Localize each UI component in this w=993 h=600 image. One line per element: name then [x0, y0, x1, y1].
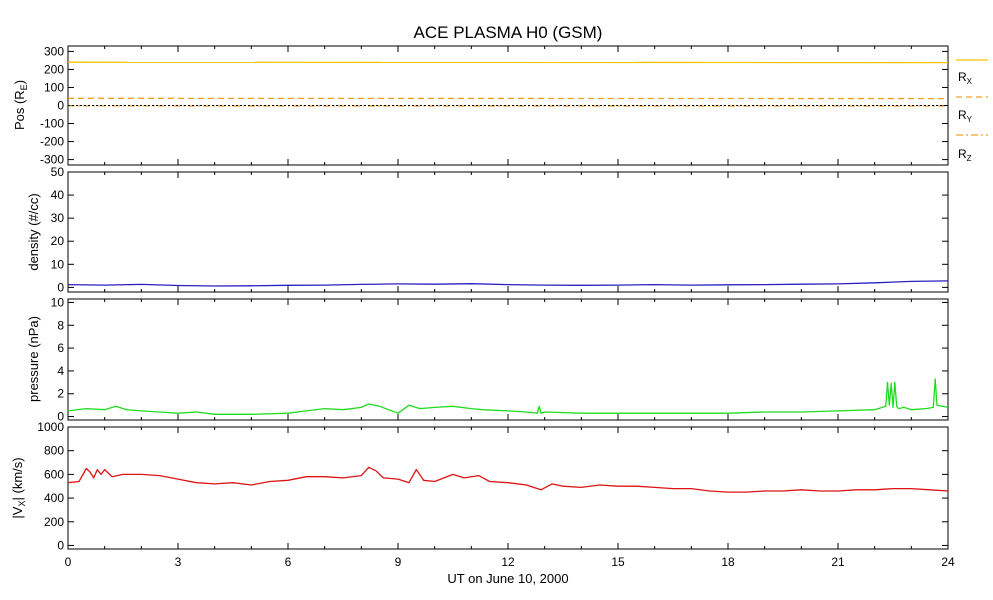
position-ytick-label: 0 — [57, 99, 64, 113]
velocity-series-0 — [67, 466, 949, 493]
pressure-panel-frame — [67, 298, 949, 421]
position-ytick-label: -100 — [40, 117, 64, 131]
pressure-ytick-label: 0 — [57, 410, 64, 424]
pressure-ytick-label: 6 — [57, 341, 64, 355]
velocity-ytick-label: 800 — [44, 444, 64, 458]
position-ytick-label: 200 — [44, 62, 64, 76]
density-ytick-label: 0 — [57, 280, 64, 294]
xtick-label: 15 — [611, 555, 625, 569]
legend-rz-label: RZ — [958, 147, 972, 163]
density-ytick-label: 20 — [51, 234, 65, 248]
legend-rx-label: RX — [958, 70, 973, 86]
tick-labels: -300-200-1000100200300010203040500246810… — [37, 44, 955, 569]
density-ytick-label: 10 — [51, 257, 65, 271]
pressure-ytick-label: 4 — [57, 364, 64, 378]
x-axis-label: UT on June 10, 2000 — [447, 571, 568, 586]
xtick-label: 3 — [175, 555, 182, 569]
pressure-ytick-label: 8 — [57, 318, 64, 332]
axis-ticks — [67, 46, 949, 549]
xtick-label: 24 — [941, 555, 955, 569]
velocity-ytick-label: 200 — [44, 515, 64, 529]
density-ylabel: density (#/cc) — [26, 193, 41, 270]
xtick-label: 18 — [721, 555, 735, 569]
data-series — [67, 61, 949, 493]
pressure-ylabel: pressure (nPa) — [26, 316, 41, 402]
position-ytick-label: -200 — [40, 135, 64, 149]
velocity-ytick-label: 0 — [57, 538, 64, 552]
density-ytick-label: 40 — [51, 188, 65, 202]
pressure-ytick-label: 2 — [57, 387, 64, 401]
xtick-label: 9 — [395, 555, 402, 569]
xtick-label: 6 — [285, 555, 292, 569]
velocity-panel-frame — [67, 426, 949, 550]
density-ytick-label: 30 — [51, 211, 65, 225]
position-ytick-label: 300 — [44, 44, 64, 58]
density-panel-frame — [67, 171, 949, 293]
velocity-ytick-label: 1000 — [37, 420, 64, 434]
velocity-ytick-label: 600 — [44, 467, 64, 481]
xtick-label: 21 — [831, 555, 845, 569]
legend-ry-label: RY — [958, 108, 973, 124]
pressure-ytick-label: 10 — [51, 295, 65, 309]
xtick-label: 0 — [65, 555, 72, 569]
position-ytick-label: -300 — [40, 153, 64, 167]
density-ytick-label: 50 — [51, 165, 65, 179]
position-ytick-label: 100 — [44, 80, 64, 94]
velocity-ytick-label: 400 — [44, 491, 64, 505]
chart-title: ACE PLASMA H0 (GSM) — [414, 23, 603, 42]
pressure-series-0 — [67, 378, 949, 415]
velocity-ylabel: |VX| (km/s) — [10, 457, 27, 518]
density-series-0 — [67, 280, 949, 287]
xtick-label: 12 — [501, 555, 515, 569]
position-legend: RX RY RZ — [956, 59, 988, 163]
position-ylabel: Pos (RE) — [12, 80, 29, 130]
